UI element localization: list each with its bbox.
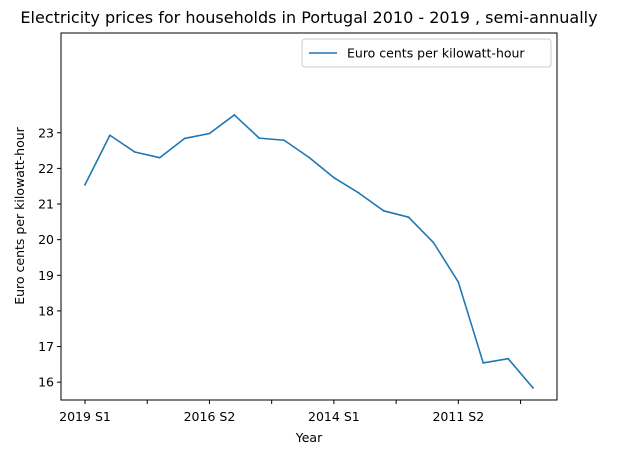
y-axis: 16 17 18 19 20 21 22 23: [38, 125, 61, 390]
x-tick-label: 2016 S2: [184, 409, 236, 424]
legend-box: [301, 38, 552, 68]
x-axis: 2019 S1 2016 S2 2014 S1 2011 S2: [59, 400, 522, 424]
data-point: [457, 281, 460, 283]
data-point: [507, 357, 510, 360]
series-line: [84, 114, 534, 389]
data-point: [407, 216, 410, 219]
data-point: [382, 209, 385, 212]
y-tick-label: 21: [38, 197, 54, 212]
y-tick-label: 17: [38, 339, 54, 354]
data-point: [258, 137, 261, 140]
data-point: [183, 137, 186, 140]
y-tick-label: 18: [38, 303, 54, 318]
data-points: [84, 114, 534, 389]
y-tick-label: 19: [38, 268, 54, 283]
legend-label: Euro cents per kilowatt-hour: [347, 46, 525, 61]
data-point: [208, 132, 211, 135]
data-point: [283, 139, 286, 142]
data-point: [332, 176, 335, 179]
data-point: [158, 156, 161, 159]
y-axis-label: Euro cents per kilowatt-hour: [12, 126, 27, 304]
x-tick-label: 2011 S2: [432, 409, 484, 424]
plot-area: [60, 32, 558, 401]
data-point: [432, 241, 435, 244]
data-point: [84, 183, 86, 186]
y-tick-label: 22: [38, 161, 54, 176]
y-tick-label: 23: [38, 125, 54, 140]
chart-title: Electricity prices for households in Por…: [20, 8, 597, 27]
data-point: [532, 386, 534, 389]
legend: Euro cents per kilowatt-hour: [301, 38, 552, 68]
data-point: [108, 134, 111, 137]
data-point: [233, 114, 236, 116]
x-axis-label: Year: [295, 430, 323, 445]
data-point: [133, 151, 136, 153]
x-tick-label: 2014 S1: [308, 409, 360, 424]
data-point: [308, 156, 310, 159]
x-tick-label: 2019 S1: [59, 409, 111, 424]
data-point: [357, 192, 360, 194]
data-point: [482, 362, 485, 364]
y-tick-label: 16: [38, 375, 54, 390]
y-tick-label: 20: [38, 232, 54, 247]
